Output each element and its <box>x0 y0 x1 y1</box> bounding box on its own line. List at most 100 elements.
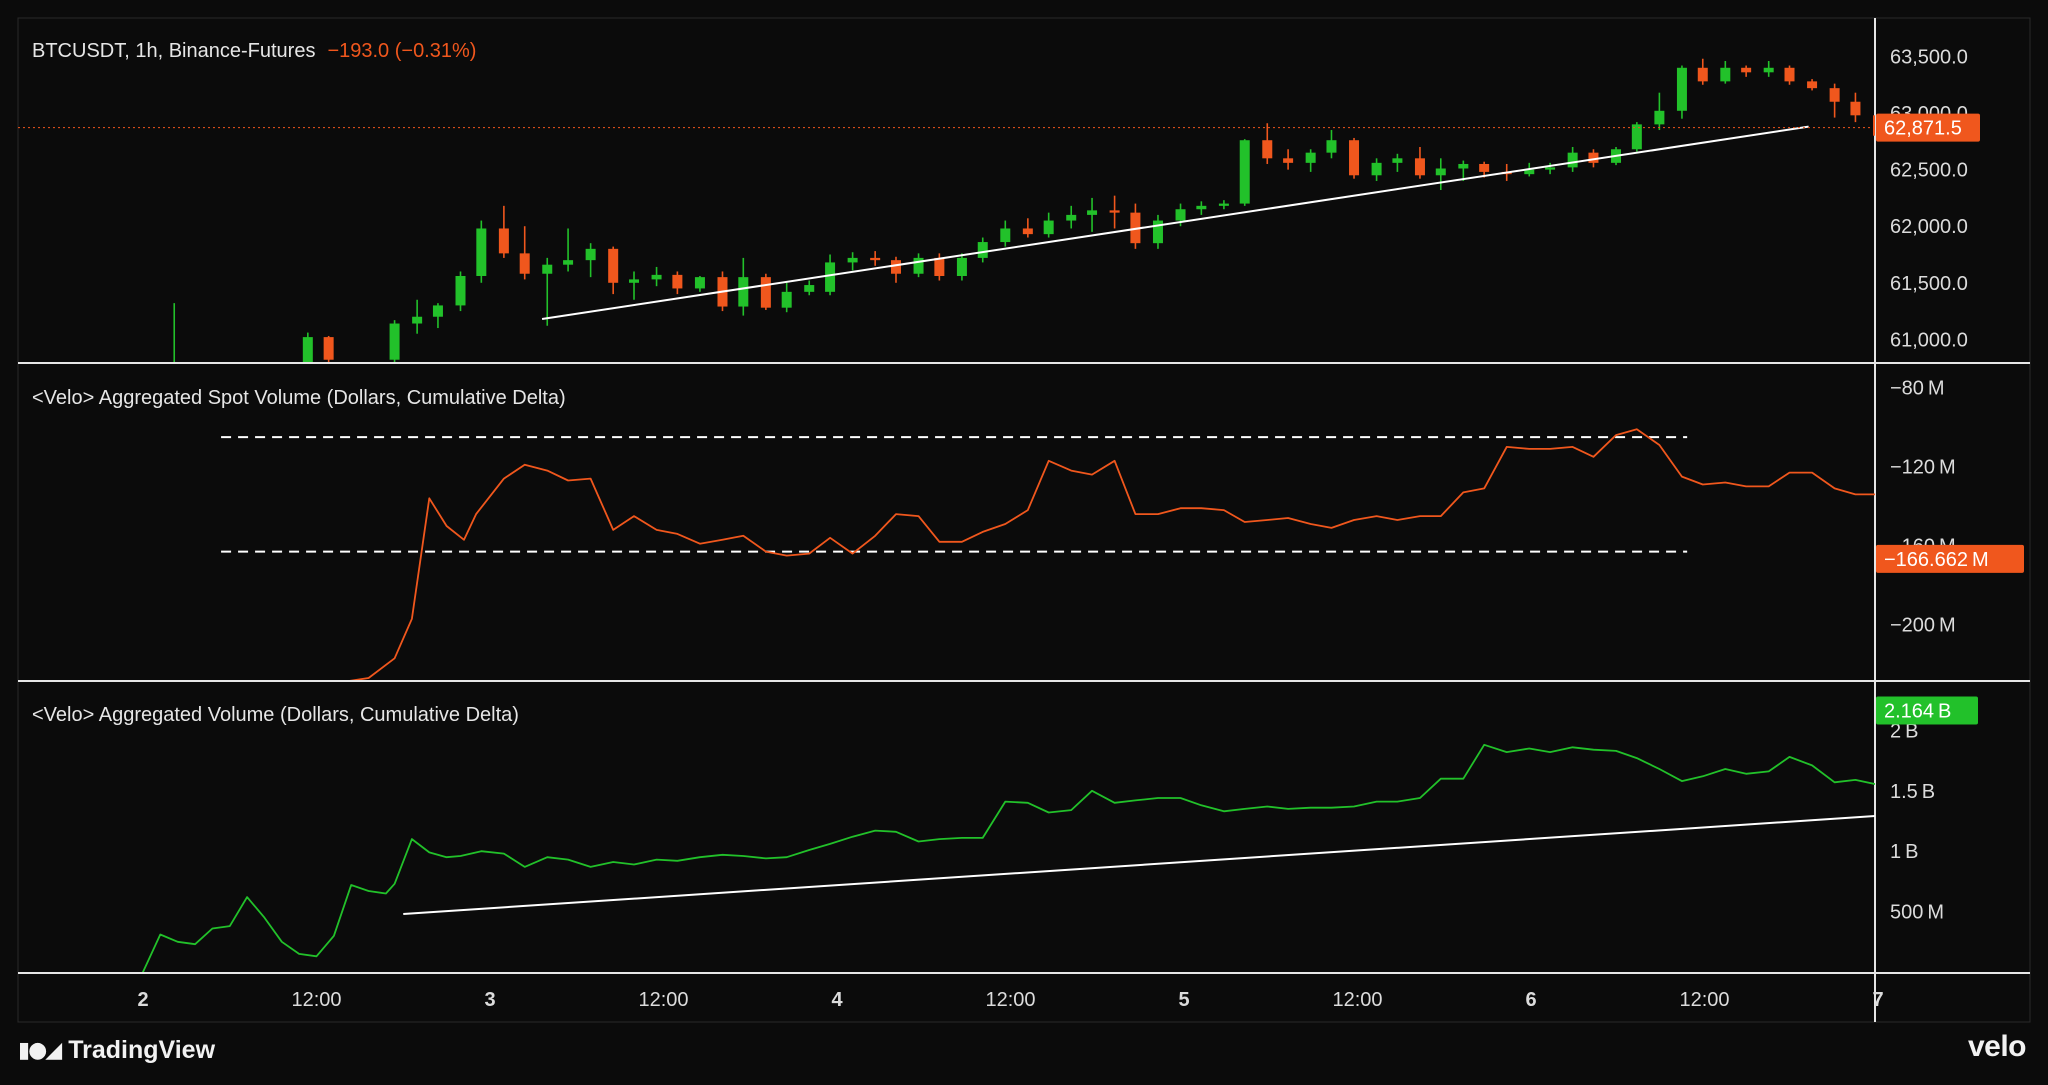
last-value-label: 2.164 B <box>1884 701 1951 723</box>
candle-down <box>1741 67 1752 73</box>
candle-up <box>1524 169 1535 175</box>
candle-up <box>1043 220 1054 235</box>
spot-pane-legend: <Velo> Aggregated Spot Volume (Dollars, … <box>32 387 566 409</box>
price-pane-legend: BTCUSDT, 1h, Binance-Futures −193.0 (−0.3… <box>32 40 476 62</box>
outer-border <box>17 17 2031 1023</box>
candle-up <box>781 291 792 308</box>
candle-up <box>412 316 423 324</box>
price-change: −193.0 (−0.31%) <box>327 40 476 62</box>
aggregated-delta-pane[interactable]: 500 M 1 B 1.5 B 2 B2.164 B <box>134 696 2048 985</box>
time-axis-label: 12:00 <box>1332 989 1382 1011</box>
candle-up <box>1371 162 1382 176</box>
time-axis-label: 3 <box>484 989 495 1011</box>
candle-up <box>1218 203 1229 206</box>
candle-down <box>870 257 881 261</box>
time-axis-label: 2 <box>137 989 148 1011</box>
spot-delta-pane[interactable]: −80 M−120 M−200 M−160 M−166.662 M <box>221 378 2048 692</box>
price-axis-label: 61,000.0 <box>1890 329 1968 351</box>
chart-frame <box>17 17 2031 1023</box>
price-axis-label: 62,500.0 <box>1890 160 1968 182</box>
aggregated-pane-legend: <Velo> Aggregated Volume (Dollars, Cumul… <box>32 704 519 726</box>
candle-up <box>455 276 466 306</box>
tradingview-logo[interactable]: ▮●◢ TradingView <box>18 1036 215 1065</box>
candle-up <box>432 305 443 317</box>
price-pane[interactable]: 61,000.061,500.062,000.062,500.063,000.0… <box>18 16 2048 396</box>
time-axis-label: 12:00 <box>985 989 1035 1011</box>
candle-up <box>738 277 749 307</box>
candle-down <box>498 228 509 254</box>
candle-down <box>1829 88 1840 102</box>
candle-up <box>1152 220 1163 244</box>
candle-up <box>476 228 487 276</box>
candle-down <box>1850 101 1861 116</box>
candle-up <box>1458 163 1469 169</box>
candle-down <box>1479 163 1490 172</box>
candle-up <box>977 242 988 258</box>
last-value-label: −166.662 M <box>1884 549 1989 571</box>
candle-down <box>1784 67 1795 82</box>
candle-up <box>847 257 858 263</box>
candle-down <box>1349 140 1360 176</box>
candle-up <box>542 264 553 274</box>
time-axis-label: 5 <box>1178 989 1189 1011</box>
candle-up <box>1175 209 1186 221</box>
candle-up <box>585 248 596 261</box>
candle-up <box>1567 152 1578 168</box>
price-trend-line[interactable] <box>541 125 1809 320</box>
candle-down <box>1697 67 1708 82</box>
symbol-title: BTCUSDT, 1h, Binance-Futures <box>32 40 315 62</box>
value-axis-label: −80 M <box>1890 378 1945 400</box>
price-axis-label: 61,500.0 <box>1890 273 1968 295</box>
candle-down <box>519 253 530 274</box>
candle-up <box>1435 168 1446 176</box>
candle-up <box>1196 205 1207 210</box>
time-axis-label: 4 <box>831 989 843 1011</box>
volume-trend-line[interactable] <box>403 784 2048 915</box>
time-axis-label: 7 <box>1872 989 1883 1011</box>
candle-up <box>913 257 924 274</box>
candle-up <box>1326 140 1337 153</box>
candle-up <box>1720 67 1731 82</box>
last-value-badge <box>1876 696 1978 725</box>
last-price-label: 62,871.5 <box>1884 118 1962 140</box>
candle-down <box>1262 140 1273 159</box>
candle-down <box>1588 152 1599 163</box>
candle-up <box>1087 210 1098 215</box>
value-axis-label: −200 M <box>1890 615 1956 637</box>
candle-up <box>1545 167 1556 170</box>
candle-up <box>694 277 705 289</box>
candle-down <box>1414 158 1425 176</box>
candle-down <box>1873 115 1875 136</box>
spot-delta-line[interactable] <box>221 428 2048 692</box>
candle-up <box>1239 140 1250 204</box>
candle-down <box>323 337 334 360</box>
candle-up <box>1676 67 1687 111</box>
price-plot <box>173 58 1875 362</box>
velo-logo: velo <box>1967 1030 2027 1063</box>
candle-up <box>1305 152 1316 163</box>
time-axis-label: 12:00 <box>291 989 341 1011</box>
time-axis[interactable]: 2 12:00 3 12:00 4 12:00 5 12:00 6 12:00 7 <box>137 989 1883 1011</box>
candle-down <box>760 277 771 308</box>
candle-up <box>563 260 574 265</box>
candle-down <box>1022 228 1033 235</box>
candle-down <box>608 248 619 283</box>
candle-down <box>1283 158 1294 163</box>
last-price-badge <box>1876 113 1980 142</box>
time-axis-label: 12:00 <box>1679 989 1729 1011</box>
price-axis-label: 62,000.0 <box>1890 216 1968 238</box>
candle-down <box>890 260 901 274</box>
candle-up <box>1654 110 1665 125</box>
candle-down <box>934 257 945 276</box>
candle-up <box>302 337 313 362</box>
candle-up <box>651 274 662 280</box>
value-axis-label: 500 M <box>1890 902 1944 924</box>
candle-up <box>1392 158 1403 163</box>
value-axis-label: 1 B <box>1890 841 1918 863</box>
candle-up <box>825 262 836 292</box>
aggregated-delta-line[interactable] <box>134 697 2048 985</box>
candle-down <box>672 274 683 289</box>
candle-up <box>1631 124 1642 150</box>
